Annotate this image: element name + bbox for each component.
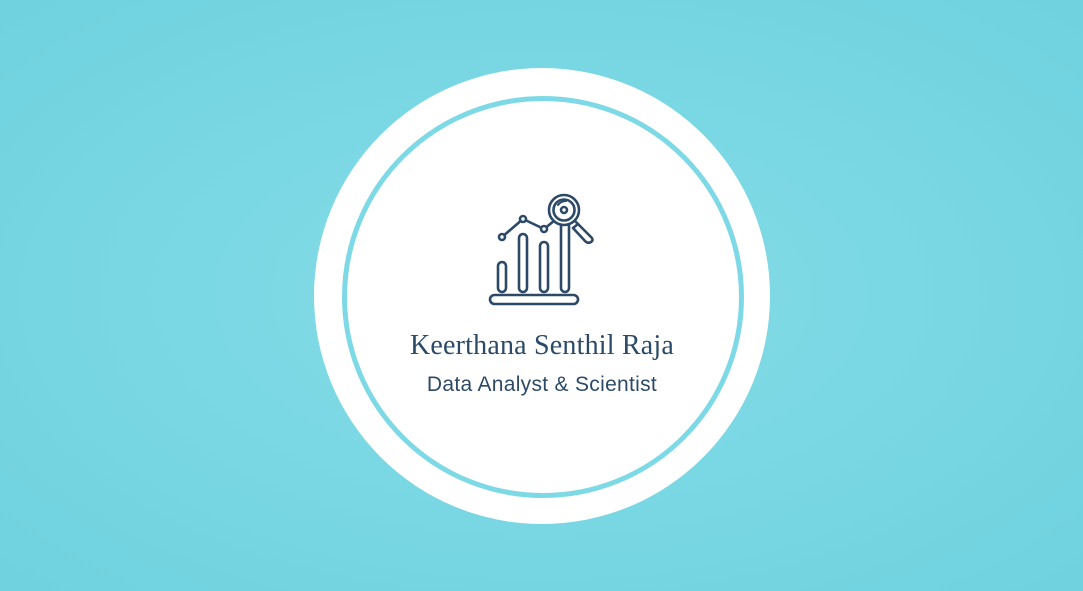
job-title: Data Analyst & Scientist [426,373,658,396]
person-name: Keerthana Senthil Raja [409,330,675,361]
profile-badge [314,68,770,524]
bar-chart-magnifier-icon [488,193,594,306]
badge-ring [342,96,744,498]
